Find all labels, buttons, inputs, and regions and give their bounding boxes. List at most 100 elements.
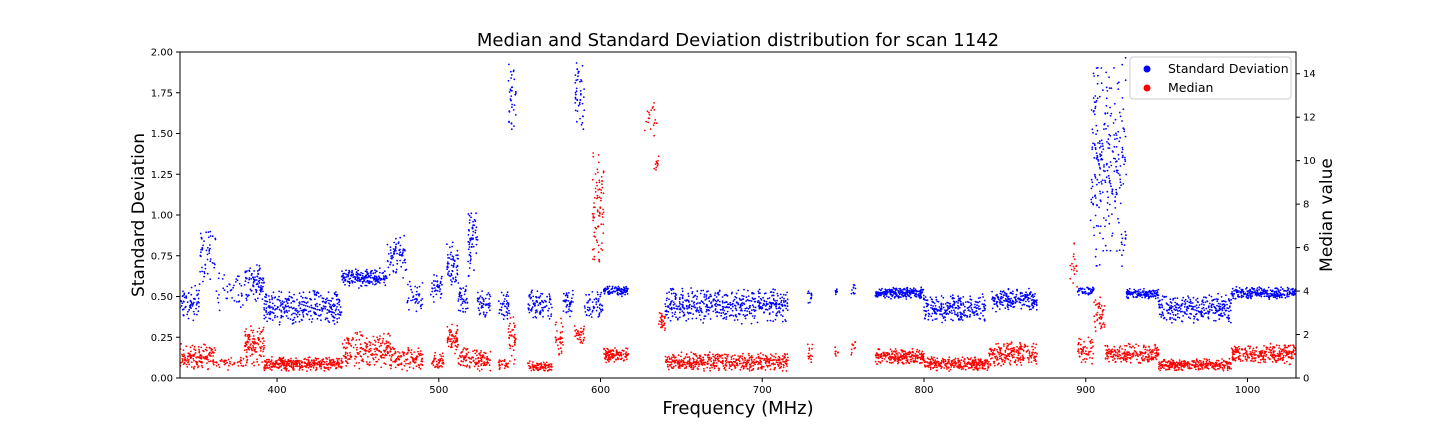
data-point (551, 306, 553, 309)
data-point (373, 348, 376, 350)
data-point (596, 291, 599, 293)
data-point (730, 314, 733, 316)
data-point (968, 301, 970, 304)
data-point (1101, 179, 1104, 182)
data-point (392, 270, 395, 272)
data-point (1195, 304, 1198, 307)
data-point (198, 348, 200, 351)
data-point (600, 291, 603, 294)
data-point (202, 280, 204, 283)
data-point (217, 363, 220, 366)
data-point (1088, 292, 1090, 295)
data-point (1115, 146, 1118, 148)
data-point (286, 302, 289, 305)
data-point (747, 295, 750, 297)
data-point (446, 325, 449, 328)
data-point (451, 280, 453, 283)
data-point (1134, 290, 1137, 293)
data-point (932, 305, 934, 307)
data-point (1125, 173, 1128, 176)
data-point (186, 355, 189, 358)
data-point (514, 114, 517, 116)
data-point (929, 296, 932, 299)
data-point (978, 308, 980, 310)
data-point (486, 293, 488, 296)
data-point (477, 357, 479, 360)
data-point (1279, 289, 1282, 291)
data-point (262, 285, 264, 288)
data-point (199, 355, 202, 357)
data-point (335, 357, 338, 360)
data-point (732, 300, 735, 302)
data-point (1004, 307, 1007, 310)
data-point (1189, 317, 1192, 320)
data-point (1099, 190, 1101, 193)
data-point (543, 306, 546, 308)
data-point (1204, 301, 1207, 303)
data-point (738, 313, 741, 316)
data-point (296, 359, 299, 362)
data-point (1105, 127, 1107, 130)
data-point (354, 355, 357, 358)
data-point (296, 315, 299, 318)
data-point (1117, 153, 1120, 156)
data-point (735, 296, 738, 299)
data-point (1170, 304, 1173, 307)
data-point (920, 286, 923, 289)
data-point (211, 262, 214, 264)
data-point (250, 278, 253, 280)
data-point (1107, 142, 1110, 145)
data-point (364, 275, 367, 278)
data-point (1258, 294, 1261, 297)
data-point (1081, 287, 1084, 290)
data-point (194, 352, 197, 354)
data-point (384, 284, 387, 287)
data-point (474, 352, 477, 355)
data-point (531, 307, 533, 310)
data-point (1233, 289, 1235, 292)
data-point (298, 369, 301, 371)
data-point (356, 331, 359, 334)
data-point (451, 241, 454, 244)
data-point (402, 277, 404, 279)
data-point (785, 307, 788, 310)
data-point (508, 121, 510, 123)
data-point (368, 348, 371, 351)
data-point (415, 293, 418, 296)
data-point (1234, 297, 1237, 300)
data-point (723, 294, 726, 297)
data-point (777, 303, 780, 306)
data-point (252, 284, 254, 286)
data-point (1124, 156, 1126, 159)
data-point (437, 359, 440, 361)
data-point (433, 301, 435, 303)
data-point (262, 350, 264, 353)
data-point (1203, 309, 1206, 311)
data-point (497, 300, 500, 303)
data-point (1017, 297, 1019, 300)
data-point (206, 362, 208, 364)
data-point (979, 296, 982, 299)
data-point (268, 305, 270, 307)
data-point (415, 365, 418, 368)
data-point (914, 288, 917, 291)
data-point (1119, 178, 1122, 181)
data-point (1284, 297, 1287, 299)
data-point (244, 276, 247, 279)
data-point (940, 310, 942, 312)
data-point (882, 293, 885, 295)
data-point (1187, 316, 1190, 319)
data-point (1091, 146, 1094, 149)
data-point (390, 356, 393, 358)
data-point (198, 360, 201, 363)
data-point (1115, 188, 1117, 191)
data-point (780, 304, 783, 306)
data-point (946, 312, 948, 315)
data-point (906, 289, 908, 292)
data-point (575, 120, 578, 123)
data-point (287, 364, 290, 367)
data-point (1174, 297, 1176, 299)
data-point (203, 240, 205, 243)
data-point (182, 349, 185, 351)
data-point (1097, 225, 1100, 228)
